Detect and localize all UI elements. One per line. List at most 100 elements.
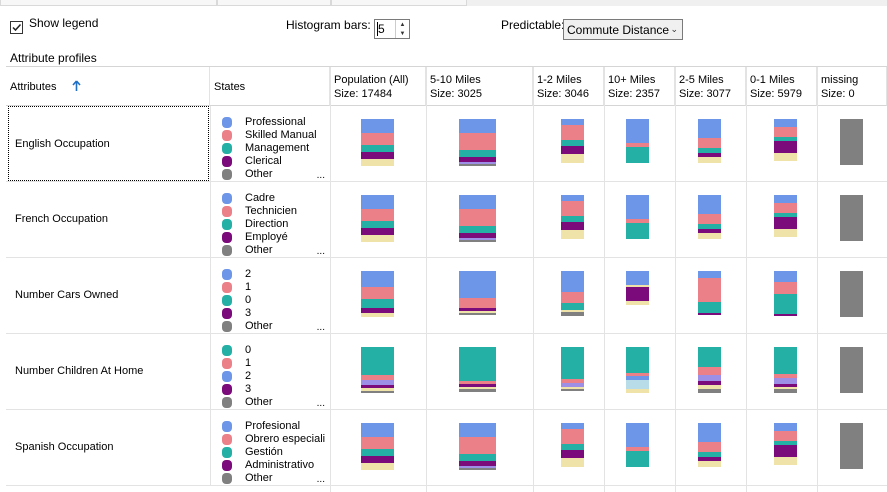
attribute-cell[interactable]: English Occupation xyxy=(8,106,209,181)
histogram-segment xyxy=(561,423,584,429)
state-color-swatch xyxy=(222,371,232,382)
histogram-cell[interactable] xyxy=(426,106,533,182)
histogram-cell[interactable] xyxy=(746,182,817,258)
histogram-cell[interactable] xyxy=(817,334,887,410)
attribute-name: French Occupation xyxy=(15,213,108,225)
histogram-cell[interactable] xyxy=(330,258,426,334)
histogram-cell[interactable] xyxy=(746,106,817,182)
tab[interactable] xyxy=(217,0,331,6)
column-header-population[interactable]: Population (All) Size: 17484 xyxy=(330,67,426,106)
histogram-cell[interactable] xyxy=(426,410,533,486)
predictable-dropdown[interactable]: Commute Distance ⌄ xyxy=(563,19,683,40)
state-item: Other... xyxy=(211,396,331,409)
histogram-cell[interactable] xyxy=(675,258,746,334)
column-header-population[interactable]: 10+ Miles Size: 2357 xyxy=(604,67,675,106)
histogram-cell[interactable] xyxy=(604,106,675,182)
histogram-cell[interactable] xyxy=(817,182,887,258)
histogram-cell[interactable] xyxy=(604,410,675,486)
spin-down-icon[interactable]: ▼ xyxy=(399,30,406,37)
state-item: 0 xyxy=(211,294,331,307)
histogram-cell[interactable] xyxy=(746,334,817,410)
attribute-row[interactable]: Number Cars Owned 2 1 0 3 Other... xyxy=(6,258,887,334)
histogram-cell[interactable] xyxy=(426,182,533,258)
histogram-segment xyxy=(459,195,496,209)
histogram-cell[interactable] xyxy=(533,334,604,410)
column-header-population[interactable]: 2-5 Miles Size: 3077 xyxy=(675,67,746,106)
more-states-ellipsis[interactable]: ... xyxy=(316,398,325,409)
histogram-cell[interactable] xyxy=(426,334,533,410)
histogram-cell[interactable] xyxy=(330,410,426,486)
histogram-segment xyxy=(361,119,394,133)
histogram-cell[interactable] xyxy=(604,182,675,258)
attribute-cell[interactable]: French Occupation xyxy=(6,182,210,258)
histogram-bars-value[interactable]: 5 xyxy=(378,22,385,36)
tab[interactable] xyxy=(0,0,217,6)
column-header-population[interactable]: 1-2 Miles Size: 3046 xyxy=(533,67,604,106)
column-header-label: Attributes xyxy=(10,81,57,93)
show-legend-checkbox[interactable] xyxy=(10,21,23,34)
population-size: Size: 3046 xyxy=(537,88,589,100)
histogram-segment xyxy=(361,388,394,391)
tab-strip xyxy=(0,0,887,6)
histogram-cell[interactable] xyxy=(533,182,604,258)
tab[interactable] xyxy=(331,0,467,6)
population-size: Size: 5979 xyxy=(750,88,802,100)
more-states-ellipsis[interactable]: ... xyxy=(316,246,325,257)
more-states-ellipsis[interactable]: ... xyxy=(316,322,325,333)
histogram-segment xyxy=(459,164,496,166)
histogram-cell[interactable] xyxy=(675,106,746,182)
histogram-cell[interactable] xyxy=(675,410,746,486)
histogram-segment xyxy=(459,133,496,150)
histogram-cell[interactable] xyxy=(746,410,817,486)
histogram-cell[interactable] xyxy=(675,334,746,410)
histogram-cell[interactable] xyxy=(533,258,604,334)
attribute-row[interactable]: English Occupation Professional Skilled Ma… xyxy=(6,106,887,182)
histogram-cell[interactable] xyxy=(675,182,746,258)
histogram-cell[interactable] xyxy=(533,106,604,182)
column-divider xyxy=(426,67,427,492)
histogram-cell[interactable] xyxy=(330,106,426,182)
histogram-bars-spinner[interactable]: 5 ▲ ▼ xyxy=(374,19,410,39)
states-legend: Profesional Obrero especiali Gestión Admini… xyxy=(210,410,331,486)
histogram-segment xyxy=(561,140,584,146)
histogram-segment xyxy=(626,119,649,143)
column-header-population[interactable]: missing Size: 0 xyxy=(817,67,887,106)
attribute-row[interactable]: Number Children At Home 0 1 2 3 Other... xyxy=(6,334,887,410)
histogram-cell[interactable] xyxy=(604,334,675,410)
histogram-segment xyxy=(626,347,649,373)
histogram-cell[interactable] xyxy=(817,106,887,182)
histogram-cell[interactable] xyxy=(817,410,887,486)
attribute-cell[interactable]: Spanish Occupation xyxy=(6,410,210,486)
histogram-cell[interactable] xyxy=(426,258,533,334)
histogram-cell[interactable] xyxy=(604,258,675,334)
attribute-cell[interactable]: Number Cars Owned xyxy=(6,258,210,334)
spin-up-icon[interactable]: ▲ xyxy=(399,21,406,28)
histogram-cell[interactable] xyxy=(330,334,426,410)
histogram-segment xyxy=(840,195,863,241)
column-header-attributes[interactable]: Attributes xyxy=(6,67,210,106)
more-states-ellipsis[interactable]: ... xyxy=(316,474,325,485)
population-size: Size: 3025 xyxy=(430,88,482,100)
histogram-segment xyxy=(698,148,721,153)
attribute-cell[interactable]: Number Children At Home xyxy=(6,334,210,410)
more-states-ellipsis[interactable]: ... xyxy=(316,170,325,181)
state-label: Professional xyxy=(245,116,306,128)
histogram-segment xyxy=(361,308,394,313)
histogram-cell[interactable] xyxy=(533,410,604,486)
state-color-swatch xyxy=(222,460,232,471)
histogram-segment xyxy=(561,383,584,387)
column-header-population[interactable]: 5-10 Miles Size: 3025 xyxy=(426,67,533,106)
attribute-row[interactable]: French Occupation Cadre Technicien Directio… xyxy=(6,182,887,258)
column-header-states[interactable]: States xyxy=(210,67,330,106)
show-legend-label[interactable]: Show legend xyxy=(29,16,99,30)
histogram-cell[interactable] xyxy=(330,182,426,258)
population-size: Size: 2357 xyxy=(608,88,660,100)
histogram-segment xyxy=(361,313,394,317)
column-header-population[interactable]: 0-1 Miles Size: 5979 xyxy=(746,67,817,106)
histogram-cell[interactable] xyxy=(746,258,817,334)
attribute-row[interactable]: Spanish Occupation Profesional Obrero espe… xyxy=(6,410,887,486)
histogram-segment xyxy=(361,133,394,145)
state-item: Cadre xyxy=(211,192,331,205)
histogram-cell[interactable] xyxy=(817,258,887,334)
histogram-segment xyxy=(626,376,649,380)
